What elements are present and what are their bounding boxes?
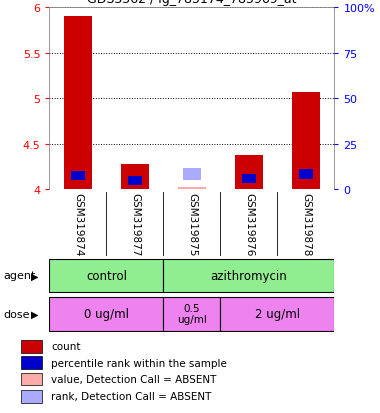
Bar	[220, 297, 334, 331]
Bar	[235, 155, 263, 190]
Title: GDS3562 / ig_785174_785969_at: GDS3562 / ig_785174_785969_at	[87, 0, 297, 6]
Bar	[21, 356, 42, 369]
Text: count: count	[51, 342, 81, 351]
Bar	[21, 390, 42, 403]
Text: ▶: ▶	[31, 271, 39, 281]
Text: rank, Detection Call = ABSENT: rank, Detection Call = ABSENT	[51, 391, 212, 401]
Text: 2 ug/ml: 2 ug/ml	[255, 307, 300, 320]
Text: 0.5
ug/ml: 0.5 ug/ml	[177, 303, 207, 325]
Bar	[163, 259, 334, 292]
Text: 0 ug/ml: 0 ug/ml	[84, 307, 129, 320]
Bar	[49, 297, 163, 331]
Text: control: control	[86, 269, 127, 282]
Bar	[128, 176, 142, 185]
Text: GSM319876: GSM319876	[244, 192, 254, 256]
Bar	[49, 259, 163, 292]
Text: agent: agent	[4, 271, 36, 281]
Bar	[299, 170, 313, 179]
Text: GSM319878: GSM319878	[301, 192, 311, 256]
Bar	[121, 164, 149, 190]
Bar	[292, 93, 320, 190]
Text: percentile rank within the sample: percentile rank within the sample	[51, 358, 227, 368]
Bar	[64, 17, 92, 190]
Bar	[242, 175, 256, 184]
Text: GSM319875: GSM319875	[187, 192, 197, 256]
Bar	[21, 373, 42, 385]
Bar	[178, 187, 206, 190]
Bar	[21, 340, 42, 353]
Text: ▶: ▶	[31, 309, 39, 319]
Text: value, Detection Call = ABSENT: value, Detection Call = ABSENT	[51, 374, 217, 384]
Text: GSM319877: GSM319877	[130, 192, 140, 256]
Bar	[71, 172, 85, 181]
Bar	[163, 297, 220, 331]
Text: azithromycin: azithromycin	[211, 269, 287, 282]
Text: dose: dose	[4, 309, 30, 319]
Text: GSM319874: GSM319874	[73, 192, 83, 256]
Bar	[183, 169, 201, 180]
